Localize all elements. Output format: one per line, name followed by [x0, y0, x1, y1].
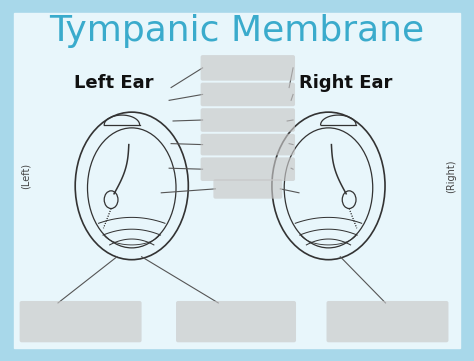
- Text: Left Ear: Left Ear: [74, 74, 154, 92]
- Text: Tympanic Membrane: Tympanic Membrane: [49, 13, 425, 48]
- FancyBboxPatch shape: [201, 55, 295, 81]
- FancyBboxPatch shape: [327, 301, 448, 342]
- Text: Right Ear: Right Ear: [300, 74, 393, 92]
- FancyBboxPatch shape: [213, 179, 282, 199]
- FancyBboxPatch shape: [176, 301, 296, 342]
- FancyBboxPatch shape: [201, 157, 295, 181]
- Text: (Left): (Left): [20, 163, 30, 189]
- Text: (Right): (Right): [447, 159, 456, 193]
- FancyBboxPatch shape: [201, 134, 295, 156]
- FancyBboxPatch shape: [201, 108, 295, 132]
- FancyBboxPatch shape: [19, 301, 142, 342]
- FancyBboxPatch shape: [201, 83, 295, 106]
